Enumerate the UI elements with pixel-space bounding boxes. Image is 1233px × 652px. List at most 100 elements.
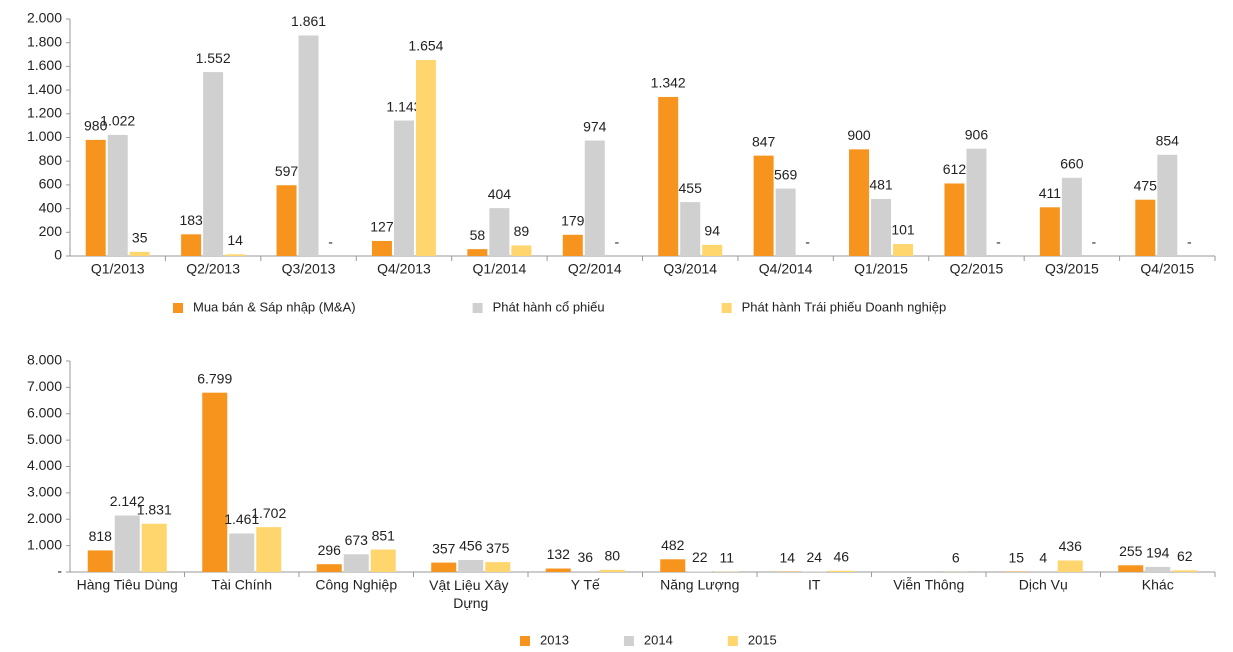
x-tick-label: Q1/2015 (854, 261, 908, 277)
bar (203, 72, 224, 256)
bar (485, 562, 511, 572)
legend-swatch (727, 636, 738, 646)
value-label: 1.861 (291, 13, 326, 29)
y-tick-label: - (57, 563, 62, 579)
x-tick-label: Công Nghiệp (315, 577, 397, 593)
bar (849, 149, 870, 256)
value-label: 1.702 (251, 505, 286, 521)
bar (343, 554, 369, 572)
bar (256, 527, 282, 572)
x-tick-label: Q1/2014 (473, 261, 527, 277)
y-tick-label: 1.400 (27, 81, 62, 97)
value-label: 357 (432, 540, 456, 556)
x-tick-label: Q2/2013 (186, 261, 240, 277)
value-label: 14 (779, 549, 795, 565)
x-tick-label: Q2/2014 (568, 261, 622, 277)
y-tick-label: 600 (39, 176, 63, 192)
y-tick-label: 3.000 (27, 484, 62, 500)
bar (87, 550, 113, 572)
value-label: 296 (318, 542, 342, 558)
value-label: - (805, 234, 810, 250)
bar (1057, 560, 1083, 572)
y-tick-label: 2.000 (27, 10, 62, 26)
bar (1135, 199, 1156, 256)
value-label: 1.143 (386, 98, 421, 114)
value-label: 127 (370, 219, 394, 235)
bar (584, 140, 605, 256)
bar (545, 568, 571, 572)
value-label: 456 (459, 538, 483, 554)
value-label: 46 (833, 548, 849, 564)
value-label: 906 (965, 126, 989, 142)
value-label: 597 (275, 163, 299, 179)
bar (225, 254, 246, 256)
value-label: 404 (488, 186, 512, 202)
bar (370, 549, 396, 572)
bar (431, 562, 457, 572)
value-label: 1.552 (196, 50, 231, 66)
value-label: 194 (1146, 545, 1170, 561)
y-tick-label: 1.600 (27, 57, 62, 73)
x-tick-label: Y Tế (571, 577, 600, 593)
value-label: 900 (847, 127, 871, 143)
value-label: 1.831 (137, 501, 172, 517)
bar (489, 208, 510, 256)
value-label: 15 (1008, 549, 1024, 565)
value-label: 974 (583, 118, 607, 134)
value-label: 62 (1177, 548, 1193, 564)
value-label: 1.654 (408, 38, 443, 54)
value-label: 660 (1060, 155, 1084, 171)
value-label: - (1187, 234, 1192, 250)
value-label: 2.142 (110, 493, 145, 509)
bar (1118, 565, 1144, 572)
bar (1157, 154, 1178, 256)
bar (753, 155, 774, 256)
bar (415, 60, 436, 256)
bar (893, 244, 914, 256)
value-label: 14 (227, 232, 243, 248)
value-label: 475 (1134, 177, 1158, 193)
value-label: 1.461 (224, 511, 259, 527)
bar (114, 515, 140, 572)
value-label: - (328, 234, 333, 250)
x-tick-label: Q3/2014 (663, 261, 717, 277)
legend-label: Phát hành cổ phiếu (493, 299, 605, 314)
value-label: 101 (891, 222, 915, 238)
x-tick-label: Q4/2014 (759, 261, 813, 277)
legend-label: Mua bán & Sáp nhập (M&A) (193, 299, 356, 314)
y-tick-label: 800 (39, 152, 63, 168)
bar (1061, 177, 1082, 256)
value-label: 4 (1039, 550, 1047, 566)
bar (572, 571, 598, 572)
value-label: 673 (345, 532, 369, 548)
bar (316, 564, 342, 572)
value-label: 612 (943, 161, 967, 177)
legend-swatch (721, 303, 732, 313)
bar (658, 96, 679, 257)
value-label: 482 (661, 537, 685, 553)
y-tick-label: 200 (39, 223, 63, 239)
value-label: 58 (470, 227, 486, 243)
x-tick-label: Năng Lượng (660, 577, 739, 593)
value-label: 980 (84, 118, 108, 134)
x-tick-label: Viễn Thông (893, 577, 964, 593)
bar (85, 139, 106, 256)
x-tick-label: Q4/2013 (377, 261, 431, 277)
legend-swatch (173, 303, 183, 313)
legend-swatch (472, 303, 483, 313)
value-label: 179 (561, 212, 585, 228)
bar (181, 234, 202, 256)
bar (828, 570, 854, 572)
value-label: 183 (179, 212, 203, 228)
bar (276, 185, 297, 256)
legend-label: 2013 (540, 632, 569, 647)
value-label: 35 (132, 230, 148, 246)
bar (129, 251, 150, 256)
x-tick-label: Q4/2015 (1140, 261, 1194, 277)
bar (298, 35, 319, 257)
value-label: 818 (89, 528, 113, 544)
bar (1039, 207, 1060, 256)
bar (107, 134, 128, 256)
y-tick-label: 1.200 (27, 105, 62, 121)
